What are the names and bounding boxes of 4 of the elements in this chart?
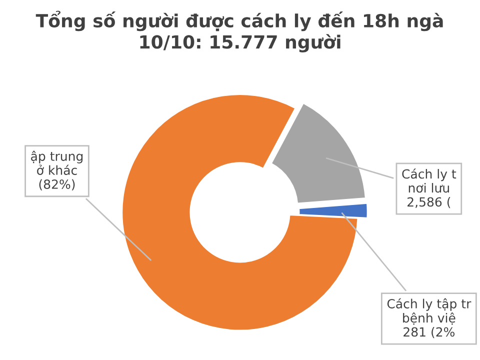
slice-label: Cách ly tập tr bệnh việ 281 (2% (387, 298, 472, 338)
chart-title: Tổng số người được cách ly đến 18h ngà 10/10: 15.777 người (36, 10, 443, 52)
slice-label: Cách ly t nơi lưu 2,586 ( (402, 168, 456, 208)
slice-label: ập trung ở khác (82%) (31, 150, 83, 190)
